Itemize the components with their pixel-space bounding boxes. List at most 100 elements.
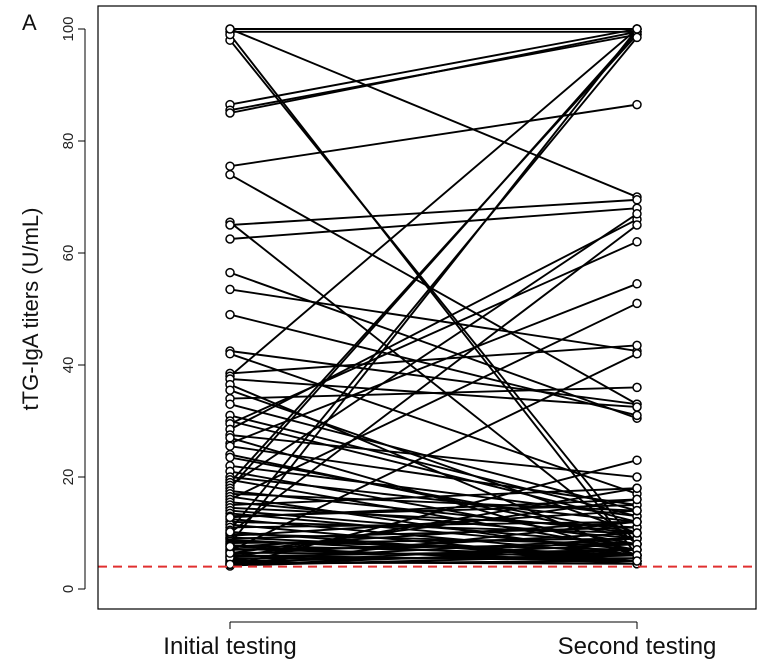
paired-line <box>229 436 638 557</box>
paired-line <box>229 302 638 501</box>
second-point <box>632 505 642 516</box>
paired-line <box>229 34 638 556</box>
second-point <box>632 349 642 359</box>
paired-line <box>229 352 638 552</box>
paired-line <box>229 487 638 559</box>
second-point <box>632 528 642 538</box>
initial-point <box>225 541 235 552</box>
paired-line <box>229 30 638 114</box>
paired-line <box>229 313 638 417</box>
paired-line <box>229 198 638 226</box>
second-point <box>632 402 642 412</box>
paired-line <box>229 403 638 512</box>
second-point <box>632 340 642 351</box>
paired-line <box>229 520 638 534</box>
paired-line <box>229 213 638 487</box>
second-point <box>632 494 642 505</box>
paired-line <box>229 271 638 420</box>
second-point <box>632 298 642 309</box>
paired-line <box>229 420 638 523</box>
paired-line <box>229 36 638 531</box>
x-axis: Initial testing Second testing <box>163 621 717 660</box>
second-point <box>632 24 642 34</box>
x-tick-label: Initial testing <box>163 633 296 660</box>
second-point <box>632 483 642 493</box>
initial-point <box>225 385 235 395</box>
initial-point <box>225 441 235 451</box>
initial-point <box>225 349 235 359</box>
paired-line <box>229 498 638 519</box>
second-point <box>632 279 642 289</box>
data-points <box>225 24 642 571</box>
paired-line <box>229 282 638 445</box>
second-point <box>632 517 642 527</box>
paired-line <box>229 434 638 478</box>
paired-line <box>229 520 638 566</box>
initial-point <box>225 161 235 171</box>
initial-point <box>225 309 235 320</box>
paired-line <box>229 28 638 377</box>
y-axis-title: tTG-IgA titers (U/mL) <box>18 208 43 411</box>
paired-line <box>229 173 638 406</box>
paired-line <box>229 506 638 529</box>
paired-line <box>229 520 638 529</box>
y-tick-label: 0 <box>60 585 77 593</box>
second-point <box>632 382 642 393</box>
initial-point <box>225 452 235 463</box>
initial-point <box>225 108 235 118</box>
paired-line <box>229 512 638 551</box>
plot-frame <box>97 5 757 610</box>
initial-point <box>225 284 235 295</box>
initial-point <box>225 559 235 570</box>
second-point <box>632 209 642 219</box>
paired-line <box>229 288 638 352</box>
paired-line <box>229 39 638 545</box>
paired-line <box>229 445 638 506</box>
paired-line <box>229 28 638 106</box>
second-point <box>632 220 642 230</box>
initial-point <box>225 220 235 230</box>
second-point <box>632 32 642 43</box>
paired-line <box>229 386 638 400</box>
initial-point <box>225 512 235 523</box>
paired-line <box>229 543 638 565</box>
initial-point <box>225 527 235 537</box>
initial-point <box>225 24 235 34</box>
initial-point <box>225 433 235 443</box>
second-point <box>632 237 642 247</box>
paired-line <box>229 218 638 431</box>
panel-label: A <box>22 10 37 35</box>
paired-line <box>229 31 638 489</box>
y-tick-label: 20 <box>60 469 77 486</box>
paired-line <box>229 456 638 534</box>
y-axis: 0 20 40 60 80 100 <box>60 16 86 593</box>
y-tick-label: 100 <box>60 16 77 41</box>
initial-point <box>225 399 235 409</box>
y-tick-label: 80 <box>60 133 77 150</box>
second-point <box>632 556 642 566</box>
second-point <box>632 472 642 482</box>
second-point <box>632 410 642 421</box>
paired-line <box>229 224 638 534</box>
paired-lines <box>229 28 638 567</box>
paired-line <box>229 501 638 540</box>
paired-line <box>229 520 638 548</box>
paired-line <box>229 344 638 375</box>
x-tick-label: Second testing <box>558 633 717 660</box>
initial-point <box>225 169 235 180</box>
paired-line <box>229 530 638 562</box>
y-tick-label: 60 <box>60 245 77 262</box>
paired-line <box>229 548 638 566</box>
y-tick-label: 40 <box>60 357 77 374</box>
paired-line <box>229 498 638 555</box>
second-point <box>632 99 642 110</box>
second-point <box>632 455 642 465</box>
second-point <box>632 195 642 205</box>
paired-line <box>229 207 638 240</box>
initial-point <box>225 267 235 278</box>
paired-line <box>229 28 638 198</box>
paired-line <box>229 545 638 565</box>
initial-point <box>225 234 235 244</box>
paired-line <box>229 350 638 406</box>
